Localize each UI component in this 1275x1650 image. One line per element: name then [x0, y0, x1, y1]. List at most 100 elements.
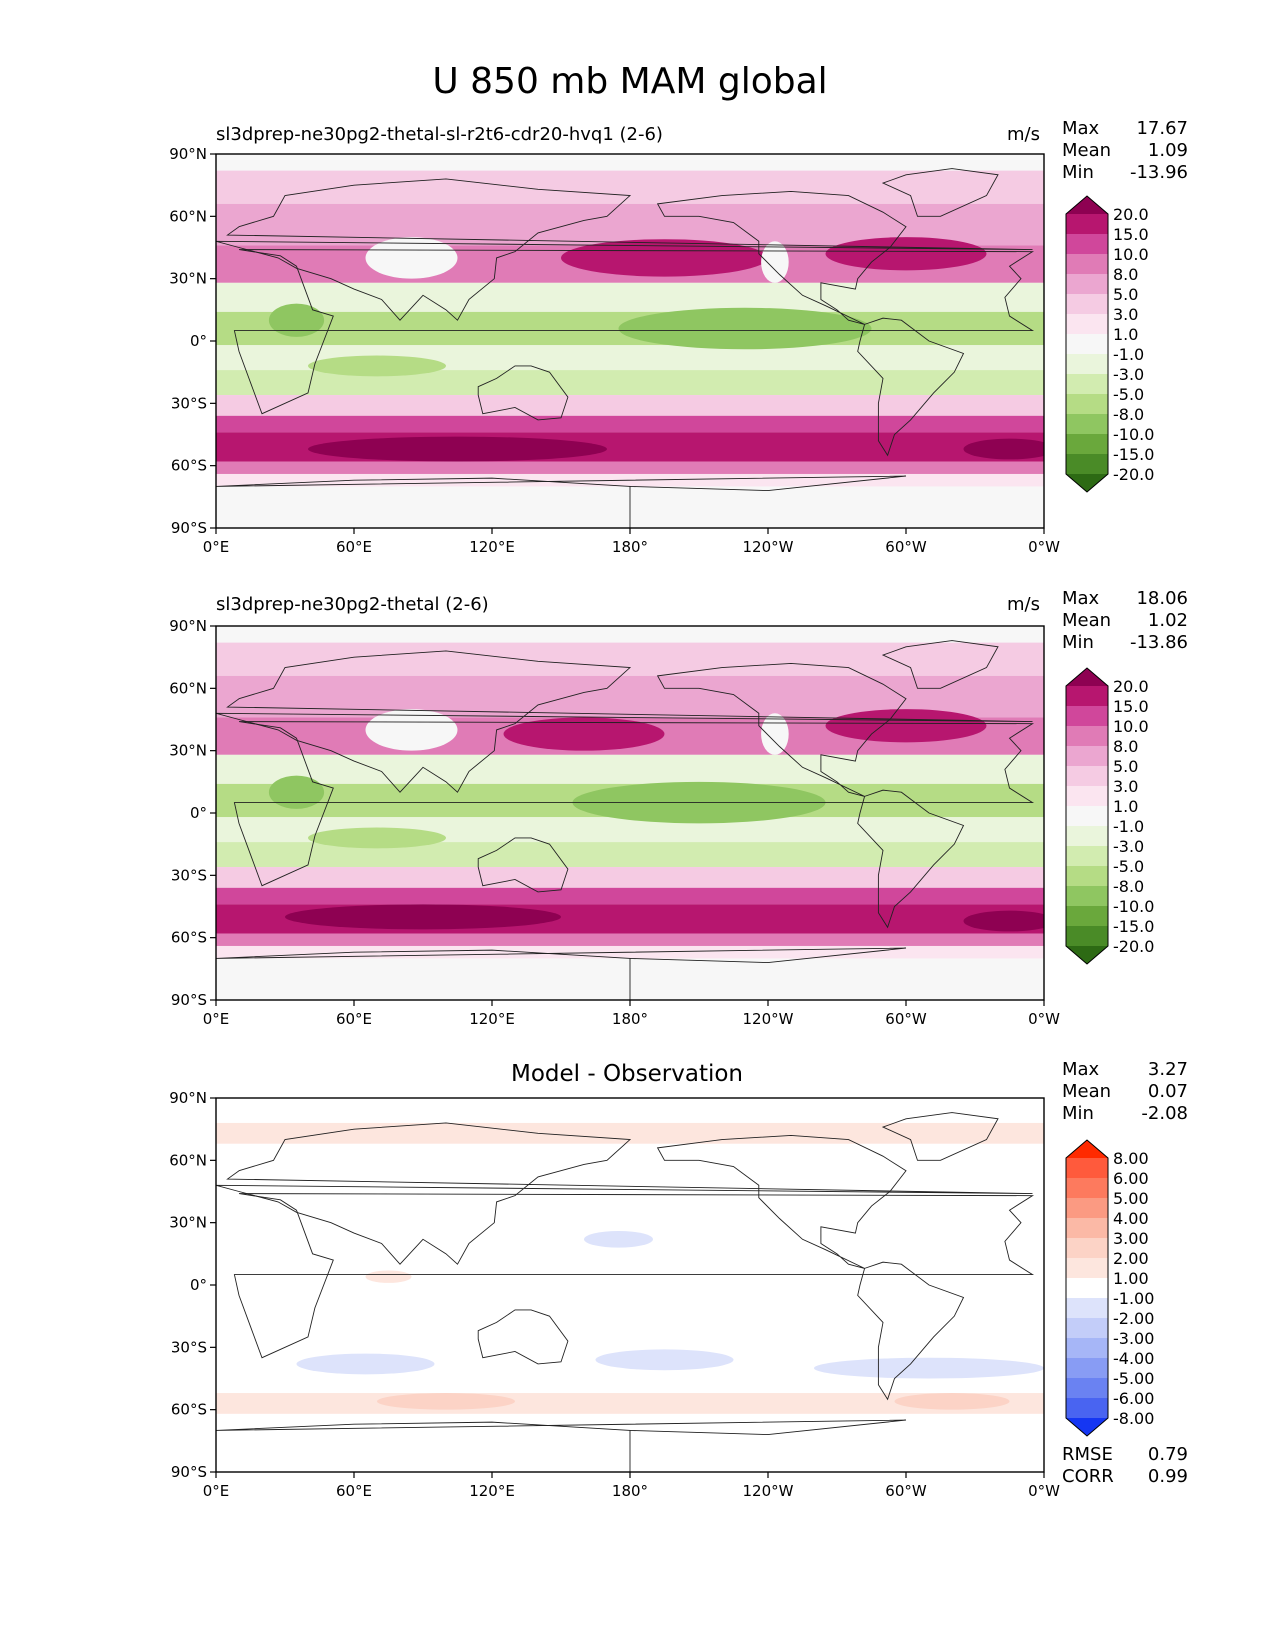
- colorbar-label: 15.0: [1113, 225, 1149, 244]
- field-blob-8: [963, 438, 1044, 460]
- colorbar-label: 1.0: [1113, 797, 1138, 816]
- colorbar-label: -10.0: [1113, 425, 1154, 444]
- colorbar-label: -8.0: [1113, 405, 1144, 424]
- y-tick-label: 90°N: [169, 1089, 207, 1107]
- stat-label-max-3: Max: [1062, 1059, 1100, 1080]
- field-band-3: [216, 282, 1044, 312]
- stat-label-mean-2: Mean: [1062, 610, 1111, 631]
- colorbar-swatch: [1066, 1398, 1108, 1419]
- x-tick-label: 0°W: [1028, 1482, 1060, 1500]
- stat-value-max-1: 17.67: [1136, 118, 1188, 139]
- field-blob-2: [296, 1353, 435, 1375]
- stat-value-min-2: -13.86: [1130, 632, 1188, 653]
- y-tick-label: 30°N: [169, 270, 207, 288]
- colorbar-label: -15.0: [1113, 917, 1154, 936]
- stat-value-mean-3: 0.07: [1148, 1081, 1188, 1102]
- colorbar-label: 3.00: [1113, 1229, 1149, 1248]
- coastline-5: [881, 168, 999, 217]
- panel-model-1: 0°E 60°E 120°E 180° 120°W 60°W 0°W 90°N 60°N 30°N…: [169, 118, 1188, 556]
- colorbar-label: 15.0: [1113, 697, 1149, 716]
- colorbar-label: -10.0: [1113, 897, 1154, 916]
- x-tick-label: 120°E: [469, 1482, 515, 1500]
- x-tick-label: 60°W: [885, 538, 927, 556]
- colorbar-swatch: [1066, 826, 1108, 847]
- stat-label-mean-1: Mean: [1062, 140, 1111, 161]
- field-blob-6: [308, 355, 446, 377]
- colorbar-swatch: [1066, 1358, 1108, 1379]
- colorbar-swatch: [1066, 314, 1108, 335]
- metric-value-corr: 0.99: [1148, 1466, 1188, 1487]
- colorbar-label: -20.0: [1113, 465, 1154, 484]
- colorbar-label: 10.0: [1113, 717, 1149, 736]
- colorbar-swatch: [1066, 1238, 1108, 1259]
- field-band-10: [216, 461, 1044, 474]
- x-tick-label: 120°W: [743, 1010, 794, 1028]
- colorbar-swatch: [1066, 886, 1108, 907]
- field-band-0: [216, 170, 1044, 204]
- colorbar-extend-max: [1066, 668, 1108, 686]
- coastlines: [216, 640, 1035, 1000]
- colorbar-swatch: [1066, 1258, 1108, 1279]
- field-blob-8: [963, 910, 1044, 932]
- colorbar-label: 2.00: [1113, 1249, 1149, 1268]
- map-field-3: 0°E 60°E 120°E 180° 120°W 60°W 0°W 90°N 60°N 30°N…: [169, 1089, 1060, 1500]
- coastline-1: [216, 178, 1033, 321]
- colorbar-label: 6.00: [1113, 1169, 1149, 1188]
- y-tick-label: 90°N: [169, 145, 207, 163]
- colorbar-label: -20.0: [1113, 937, 1154, 956]
- colorbar-swatch: [1066, 1298, 1108, 1319]
- colorbar-label: 5.00: [1113, 1189, 1149, 1208]
- colorbar-swatch: [1066, 706, 1108, 727]
- colorbar-label: -3.0: [1113, 837, 1144, 856]
- y-tick-label: 90°S: [171, 519, 207, 537]
- colorbar-swatch: [1066, 1378, 1108, 1399]
- colorbar-label: -6.00: [1113, 1389, 1154, 1408]
- y-tick-label: 60°S: [171, 929, 207, 947]
- coastline-6: [216, 475, 907, 528]
- colorbar-swatch: [1066, 1178, 1108, 1199]
- colorbar-swatch: [1066, 866, 1108, 887]
- coastline-0: [233, 721, 1035, 887]
- colorbar-swatch: [1066, 274, 1108, 295]
- colorbar-label: 20.0: [1113, 677, 1149, 696]
- panel-title-1: sl3dprep-ne30pg2-thetal-sl-r2t6-cdr20-hv…: [216, 124, 663, 145]
- x-tick-label: 60°E: [336, 538, 372, 556]
- coastline-3: [656, 1134, 907, 1269]
- coastline-2: [477, 837, 569, 893]
- colorbar-swatch: [1066, 746, 1108, 767]
- stat-value-min-1: -13.96: [1130, 162, 1188, 183]
- coastline-4: [857, 789, 965, 929]
- field-band-0: [216, 642, 1044, 676]
- coastlines: [216, 168, 1035, 528]
- x-tick-label: 60°E: [336, 1482, 372, 1500]
- field-blob-0: [595, 1349, 734, 1371]
- y-tick-label: 90°S: [171, 1463, 207, 1481]
- colorbar-swatch: [1066, 214, 1108, 235]
- colorbar-label: -5.0: [1113, 857, 1144, 876]
- colorbar-label: -4.00: [1113, 1349, 1154, 1368]
- stat-value-min-3: -2.08: [1141, 1103, 1188, 1124]
- colorbar-swatch: [1066, 906, 1108, 927]
- colorbar-swatch: [1066, 394, 1108, 415]
- x-tick-label: 0°E: [203, 1482, 230, 1500]
- stat-value-mean-2: 1.02: [1148, 610, 1188, 631]
- field-blob-5: [894, 1393, 1010, 1410]
- colorbar-label: -15.0: [1113, 445, 1154, 464]
- field-band-10: [216, 933, 1044, 946]
- colorbar-swatch: [1066, 1278, 1108, 1299]
- colorbar-3: 8.006.005.004.003.002.001.00-1.00-2.00-3…: [1065, 1139, 1154, 1437]
- colorbar-swatch: [1066, 1338, 1108, 1359]
- stat-label-min-2: Min: [1062, 632, 1094, 653]
- field-blob-3: [584, 1230, 653, 1248]
- coastline-6: [216, 947, 907, 1000]
- panel-title-3: Model - Observation: [511, 1061, 743, 1087]
- map-field-2: 0°E 60°E 120°E 180° 120°W 60°W 0°W 90°N 60°N 30°N…: [169, 617, 1060, 1028]
- field-blob-7: [308, 436, 607, 462]
- panel-model-2: 0°E 60°E 120°E 180° 120°W 60°W 0°W 90°N 60°N 30°N…: [169, 588, 1188, 1028]
- y-tick-label: 0°: [190, 804, 207, 822]
- colorbar-label: -3.00: [1113, 1329, 1154, 1348]
- field-blob-1: [825, 237, 987, 271]
- coastline-3: [656, 190, 907, 325]
- field-layer: [216, 154, 1044, 528]
